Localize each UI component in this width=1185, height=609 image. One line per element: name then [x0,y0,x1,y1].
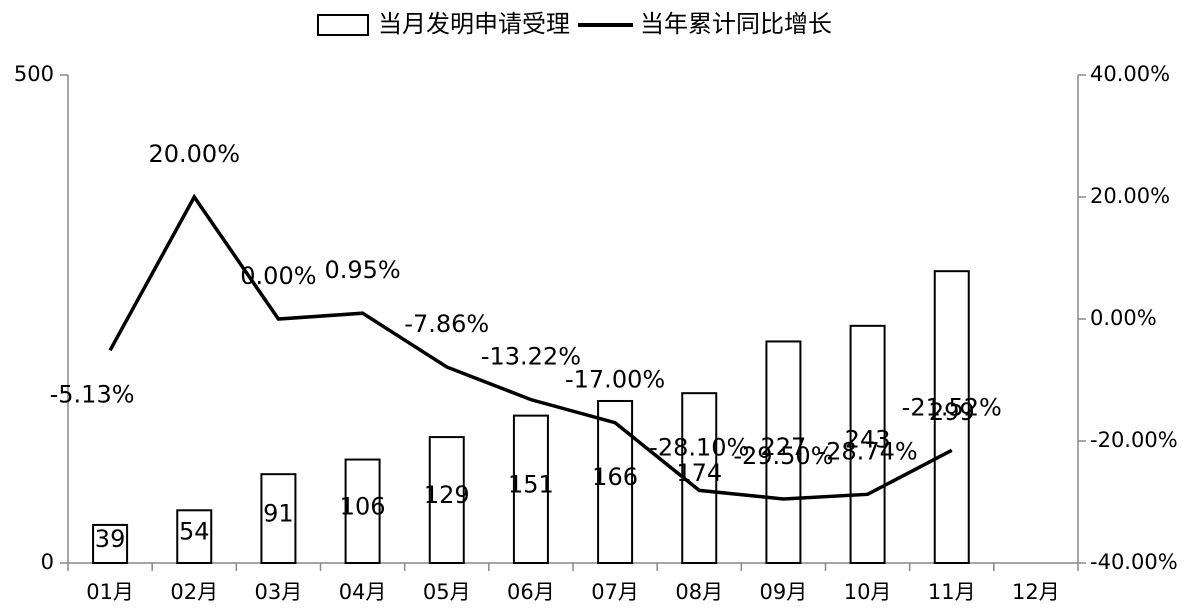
data-label: 227 [761,433,807,461]
bar [92,523,129,564]
data-label: 54 [179,518,210,546]
y2-tick-label: 20.00% [1090,184,1170,208]
data-label: -21.52% [902,393,1002,421]
y2-tick-label: -40.00% [1090,550,1178,574]
bar [933,270,970,564]
x-tick-label: 07月 [591,580,639,604]
bar [260,473,297,564]
bar [176,509,213,564]
data-label: 129 [424,481,470,509]
bar [512,414,549,564]
bar [428,436,465,565]
line [108,193,953,501]
legend-label: 当年累计同比增长 [640,10,832,38]
data-label: 299 [929,398,975,426]
x-tick-label: 11月 [928,580,976,604]
data-label: -28.10% [649,433,749,461]
data-label: 151 [508,470,554,498]
data-label: 39 [95,525,126,553]
bar [849,324,886,564]
x-tick-label: 08月 [675,580,723,604]
x-tick-label: 04月 [339,580,387,604]
y-tick-label: 500 [14,62,54,86]
data-label: 243 [845,425,891,453]
x-tick-label: 09月 [760,580,808,604]
x-tick-label: 05月 [423,580,471,604]
legend-label: 当月发明申请受理 [378,10,570,38]
x-tick-label: 12月 [1012,580,1060,604]
data-label: -28.74% [817,437,917,465]
data-label: -29.50% [733,442,833,470]
data-label: 91 [263,500,294,528]
x-tick-label: 02月 [170,580,218,604]
x-tick-label: 01月 [86,580,134,604]
bar [344,458,381,565]
bar [765,340,802,564]
data-label: 0.00% [240,262,316,290]
y2-tick-label: 40.00% [1090,62,1170,86]
data-label: 166 [592,463,638,491]
data-label: -13.22% [481,343,581,371]
data-label: 20.00% [148,140,240,168]
y2-tick-label: -20.00% [1090,428,1178,452]
y-tick-label: 0 [41,550,54,574]
data-label: 0.95% [324,256,400,284]
bar [597,399,634,565]
data-label: -5.13% [50,380,135,408]
y2-tick-label: 0.00% [1090,306,1157,330]
data-label: 106 [340,492,386,520]
x-tick-label: 10月 [844,580,892,604]
data-label: -7.86% [404,310,489,338]
legend-swatch [317,14,369,36]
data-label: 174 [676,459,722,487]
x-tick-label: 06月 [507,580,555,604]
x-tick-label: 03月 [255,580,303,604]
data-label: -17.00% [565,366,665,394]
